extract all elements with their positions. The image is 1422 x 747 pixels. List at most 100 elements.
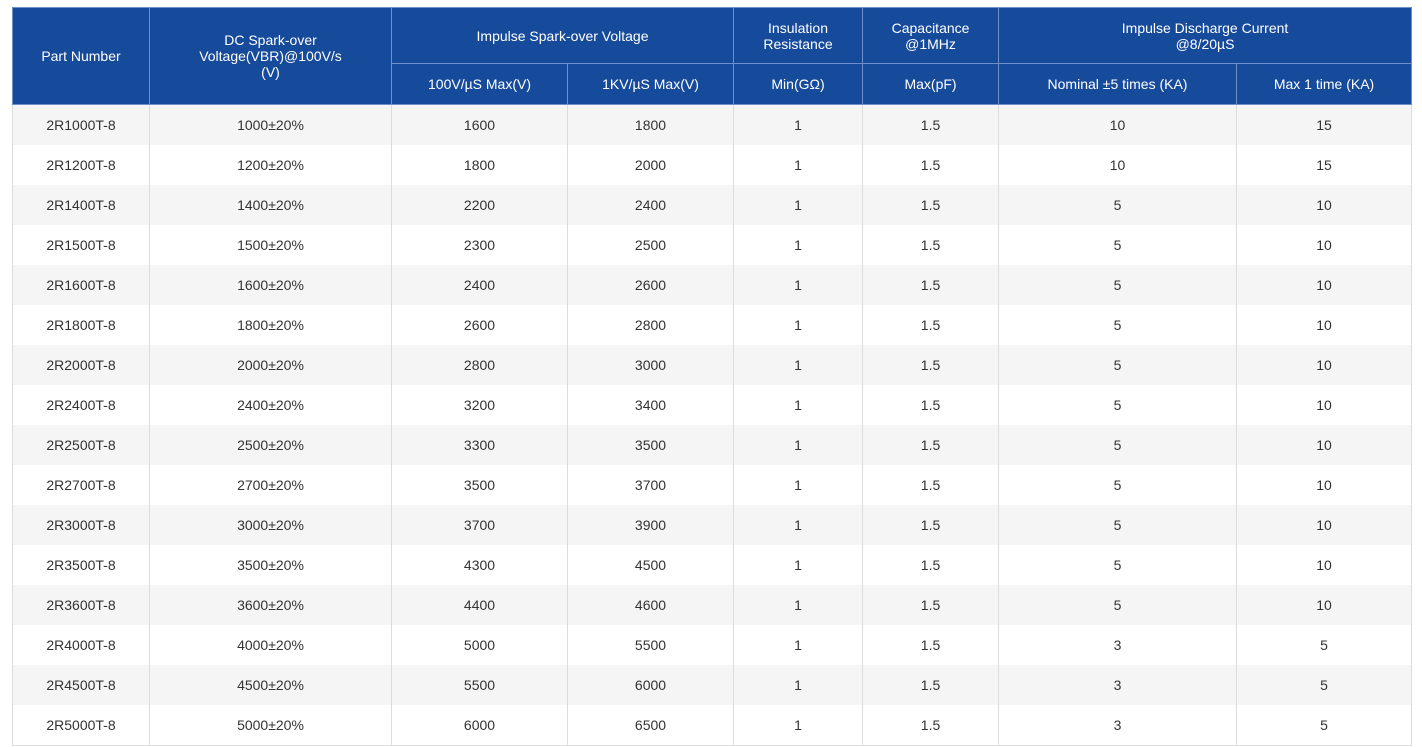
table-row: 2R2400T-8 2400±20% 3200 3400 1 1.5 5 10 (12, 385, 1413, 425)
cell-discharge-nominal: 3 (998, 705, 1238, 746)
spec-table-container: Part Number DC Spark-over Voltage(VBR)@1… (12, 7, 1413, 746)
cell-dc-spark-over: 1600±20% (149, 265, 392, 305)
cell-part-number: 2R1200T-8 (12, 145, 150, 185)
header-sub-min-gohm: Min(GΩ) (733, 63, 864, 105)
cell-impulse-100v: 3500 (391, 465, 568, 505)
header-sub-max-pf: Max(pF) (862, 63, 1000, 105)
table-row: 2R4500T-8 4500±20% 5500 6000 1 1.5 3 5 (12, 665, 1413, 705)
table-row: 2R1600T-8 1600±20% 2400 2600 1 1.5 5 10 (12, 265, 1413, 305)
table-row: 2R1400T-8 1400±20% 2200 2400 1 1.5 5 10 (12, 185, 1413, 225)
cell-discharge-nominal: 5 (998, 465, 1238, 505)
cell-discharge-nominal: 3 (998, 625, 1238, 665)
cell-part-number: 2R3600T-8 (12, 585, 150, 625)
cell-discharge-max-1: 10 (1236, 465, 1413, 505)
cell-impulse-1kv: 2500 (566, 225, 735, 265)
header-sub-1kv-us: 1KV/µS Max(V) (566, 63, 735, 105)
cell-part-number: 2R1500T-8 (12, 225, 150, 265)
cell-impulse-100v: 3700 (391, 505, 568, 545)
cell-capacitance-max: 1.5 (862, 145, 1000, 185)
cell-impulse-1kv: 3400 (566, 385, 735, 425)
cell-dc-spark-over: 2700±20% (149, 465, 392, 505)
cell-insulation-min: 1 (733, 265, 864, 305)
cell-impulse-1kv: 6500 (566, 705, 735, 746)
cell-impulse-100v: 2800 (391, 345, 568, 385)
cell-dc-spark-over: 1500±20% (149, 225, 392, 265)
header-insulation-resistance: Insulation Resistance (733, 7, 864, 64)
table-row: 2R1500T-8 1500±20% 2300 2500 1 1.5 5 10 (12, 225, 1413, 265)
cell-insulation-min: 1 (733, 545, 864, 585)
cell-discharge-max-1: 10 (1236, 585, 1413, 625)
cell-impulse-100v: 3200 (391, 385, 568, 425)
table-row: 2R2700T-8 2700±20% 3500 3700 1 1.5 5 10 (12, 465, 1413, 505)
cell-impulse-100v: 2200 (391, 185, 568, 225)
header-impulse-discharge: Impulse Discharge Current @8/20µS (998, 7, 1413, 64)
cell-discharge-max-1: 10 (1236, 385, 1413, 425)
header-sub-100v-us: 100V/µS Max(V) (391, 63, 568, 105)
cell-impulse-1kv: 6000 (566, 665, 735, 705)
cell-capacitance-max: 1.5 (862, 345, 1000, 385)
cell-dc-spark-over: 2000±20% (149, 345, 392, 385)
cell-dc-spark-over: 5000±20% (149, 705, 392, 746)
cell-impulse-100v: 4400 (391, 585, 568, 625)
cell-impulse-1kv: 5500 (566, 625, 735, 665)
cell-discharge-max-1: 10 (1236, 545, 1413, 585)
header-impulse-spark-over: Impulse Spark-over Voltage (390, 7, 735, 64)
cell-discharge-nominal: 10 (998, 145, 1238, 185)
cell-dc-spark-over: 1000±20% (149, 104, 392, 145)
cell-part-number: 2R3000T-8 (12, 505, 150, 545)
cell-impulse-1kv: 2400 (566, 185, 735, 225)
cell-discharge-nominal: 5 (998, 385, 1238, 425)
table-row: 2R3000T-8 3000±20% 3700 3900 1 1.5 5 10 (12, 505, 1413, 545)
cell-discharge-max-1: 10 (1236, 425, 1413, 465)
cell-insulation-min: 1 (733, 225, 864, 265)
cell-capacitance-max: 1.5 (862, 104, 1000, 145)
cell-part-number: 2R2500T-8 (12, 425, 150, 465)
cell-impulse-1kv: 4500 (566, 545, 735, 585)
cell-discharge-nominal: 5 (998, 545, 1238, 585)
cell-insulation-min: 1 (733, 425, 864, 465)
cell-impulse-100v: 2400 (391, 265, 568, 305)
cell-dc-spark-over: 2400±20% (149, 385, 392, 425)
cell-capacitance-max: 1.5 (862, 265, 1000, 305)
cell-dc-spark-over: 3000±20% (149, 505, 392, 545)
spec-table: Part Number DC Spark-over Voltage(VBR)@1… (12, 7, 1413, 746)
header-dc-spark-over: DC Spark-over Voltage(VBR)@100V/s (V) (149, 7, 392, 105)
cell-discharge-nominal: 5 (998, 425, 1238, 465)
cell-impulse-1kv: 2800 (566, 305, 735, 345)
cell-capacitance-max: 1.5 (862, 225, 1000, 265)
cell-discharge-max-1: 10 (1236, 265, 1413, 305)
table-row: 2R1800T-8 1800±20% 2600 2800 1 1.5 5 10 (12, 305, 1413, 345)
cell-insulation-min: 1 (733, 305, 864, 345)
cell-part-number: 2R1800T-8 (12, 305, 150, 345)
cell-dc-spark-over: 4500±20% (149, 665, 392, 705)
header-row-secondary: 100V/µS Max(V) 1KV/µS Max(V) Min(GΩ) Max… (13, 63, 1413, 105)
cell-part-number: 2R2700T-8 (12, 465, 150, 505)
cell-insulation-min: 1 (733, 185, 864, 225)
cell-capacitance-max: 1.5 (862, 705, 1000, 746)
cell-dc-spark-over: 1800±20% (149, 305, 392, 345)
table-row: 2R3500T-8 3500±20% 4300 4500 1 1.5 5 10 (12, 545, 1413, 585)
cell-impulse-1kv: 3500 (566, 425, 735, 465)
cell-capacitance-max: 1.5 (862, 585, 1000, 625)
cell-capacitance-max: 1.5 (862, 425, 1000, 465)
cell-impulse-100v: 1800 (391, 145, 568, 185)
cell-discharge-max-1: 5 (1236, 705, 1413, 746)
cell-discharge-max-1: 15 (1236, 104, 1413, 145)
cell-discharge-nominal: 5 (998, 345, 1238, 385)
cell-capacitance-max: 1.5 (862, 505, 1000, 545)
cell-discharge-max-1: 10 (1236, 305, 1413, 345)
table-row: 2R2000T-8 2000±20% 2800 3000 1 1.5 5 10 (12, 345, 1413, 385)
cell-insulation-min: 1 (733, 145, 864, 185)
table-row: 2R4000T-8 4000±20% 5000 5500 1 1.5 3 5 (12, 625, 1413, 665)
cell-part-number: 2R1600T-8 (12, 265, 150, 305)
cell-capacitance-max: 1.5 (862, 625, 1000, 665)
cell-discharge-max-1: 10 (1236, 185, 1413, 225)
cell-discharge-max-1: 10 (1236, 345, 1413, 385)
header-row-primary: Part Number DC Spark-over Voltage(VBR)@1… (12, 7, 1413, 105)
cell-dc-spark-over: 1200±20% (149, 145, 392, 185)
header-sub-nominal: Nominal ±5 times (KA) (998, 63, 1238, 105)
cell-impulse-100v: 1600 (391, 104, 568, 145)
cell-impulse-100v: 6000 (391, 705, 568, 746)
cell-discharge-nominal: 5 (998, 505, 1238, 545)
cell-part-number: 2R1000T-8 (12, 104, 150, 145)
